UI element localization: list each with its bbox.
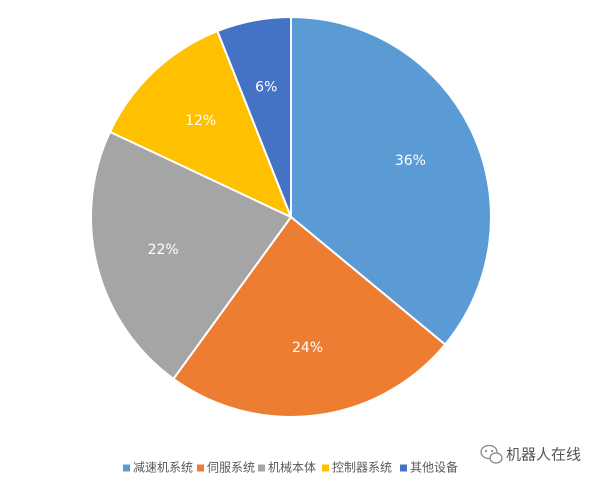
pie-slice-5 <box>216 15 292 218</box>
pie-slice-2 <box>172 215 447 418</box>
wechat-icon <box>480 444 503 464</box>
legend-label-4: 控制器系统 <box>332 461 392 475</box>
legend-item-3: 机械本体 <box>258 460 316 475</box>
data-label-4: 12% <box>185 113 216 129</box>
legend-swatch-4 <box>322 464 329 472</box>
legend-swatch-3 <box>258 464 265 472</box>
data-label-3: 22% <box>148 242 179 258</box>
legend-item-4: 控制器系统 <box>322 461 392 475</box>
pie-slice-1 <box>290 15 492 346</box>
legend-swatch-2 <box>197 464 204 472</box>
data-label-1: 36% <box>395 153 426 169</box>
legend-item-1: 减速机系统 <box>123 461 193 475</box>
data-label-2: 24% <box>292 340 323 356</box>
legend-item-2: 伺服系统 <box>197 461 255 475</box>
pie-slice-4 <box>108 29 293 219</box>
watermark: 机器人在线 <box>480 444 581 464</box>
data-label-5: 6% <box>255 79 277 95</box>
watermark-text: 机器人在线 <box>506 446 581 464</box>
legend-swatch-1 <box>123 464 130 472</box>
legend-label-3: 机械本体 <box>268 460 316 475</box>
legend-label-1: 减速机系统 <box>133 461 193 475</box>
pie-data-labels: 36% 24% 22% 12% 6% <box>148 79 426 356</box>
legend-label-5: 其他设备 <box>410 461 458 475</box>
legend-label-2: 伺服系统 <box>207 461 255 475</box>
pie-slices <box>90 15 492 418</box>
legend-swatch-5 <box>400 464 407 472</box>
legend-item-5: 其他设备 <box>400 461 458 475</box>
chart-legend: 减速机系统 伺服系统 机械本体 控制器系统 其他设备 <box>123 460 458 475</box>
